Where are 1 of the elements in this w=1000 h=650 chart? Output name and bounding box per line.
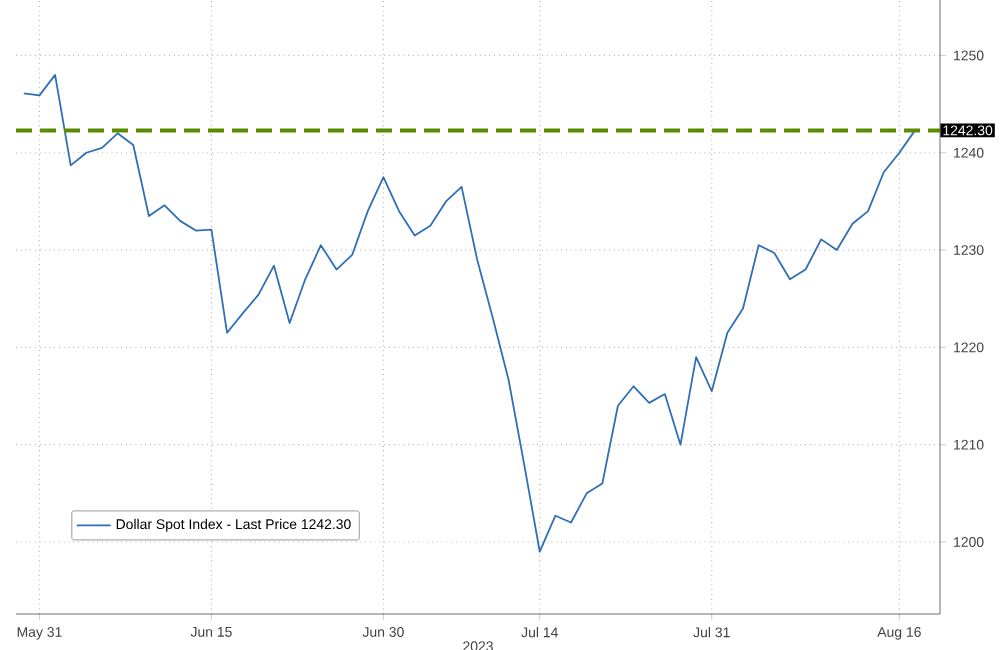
line-series (22, 74, 916, 553)
